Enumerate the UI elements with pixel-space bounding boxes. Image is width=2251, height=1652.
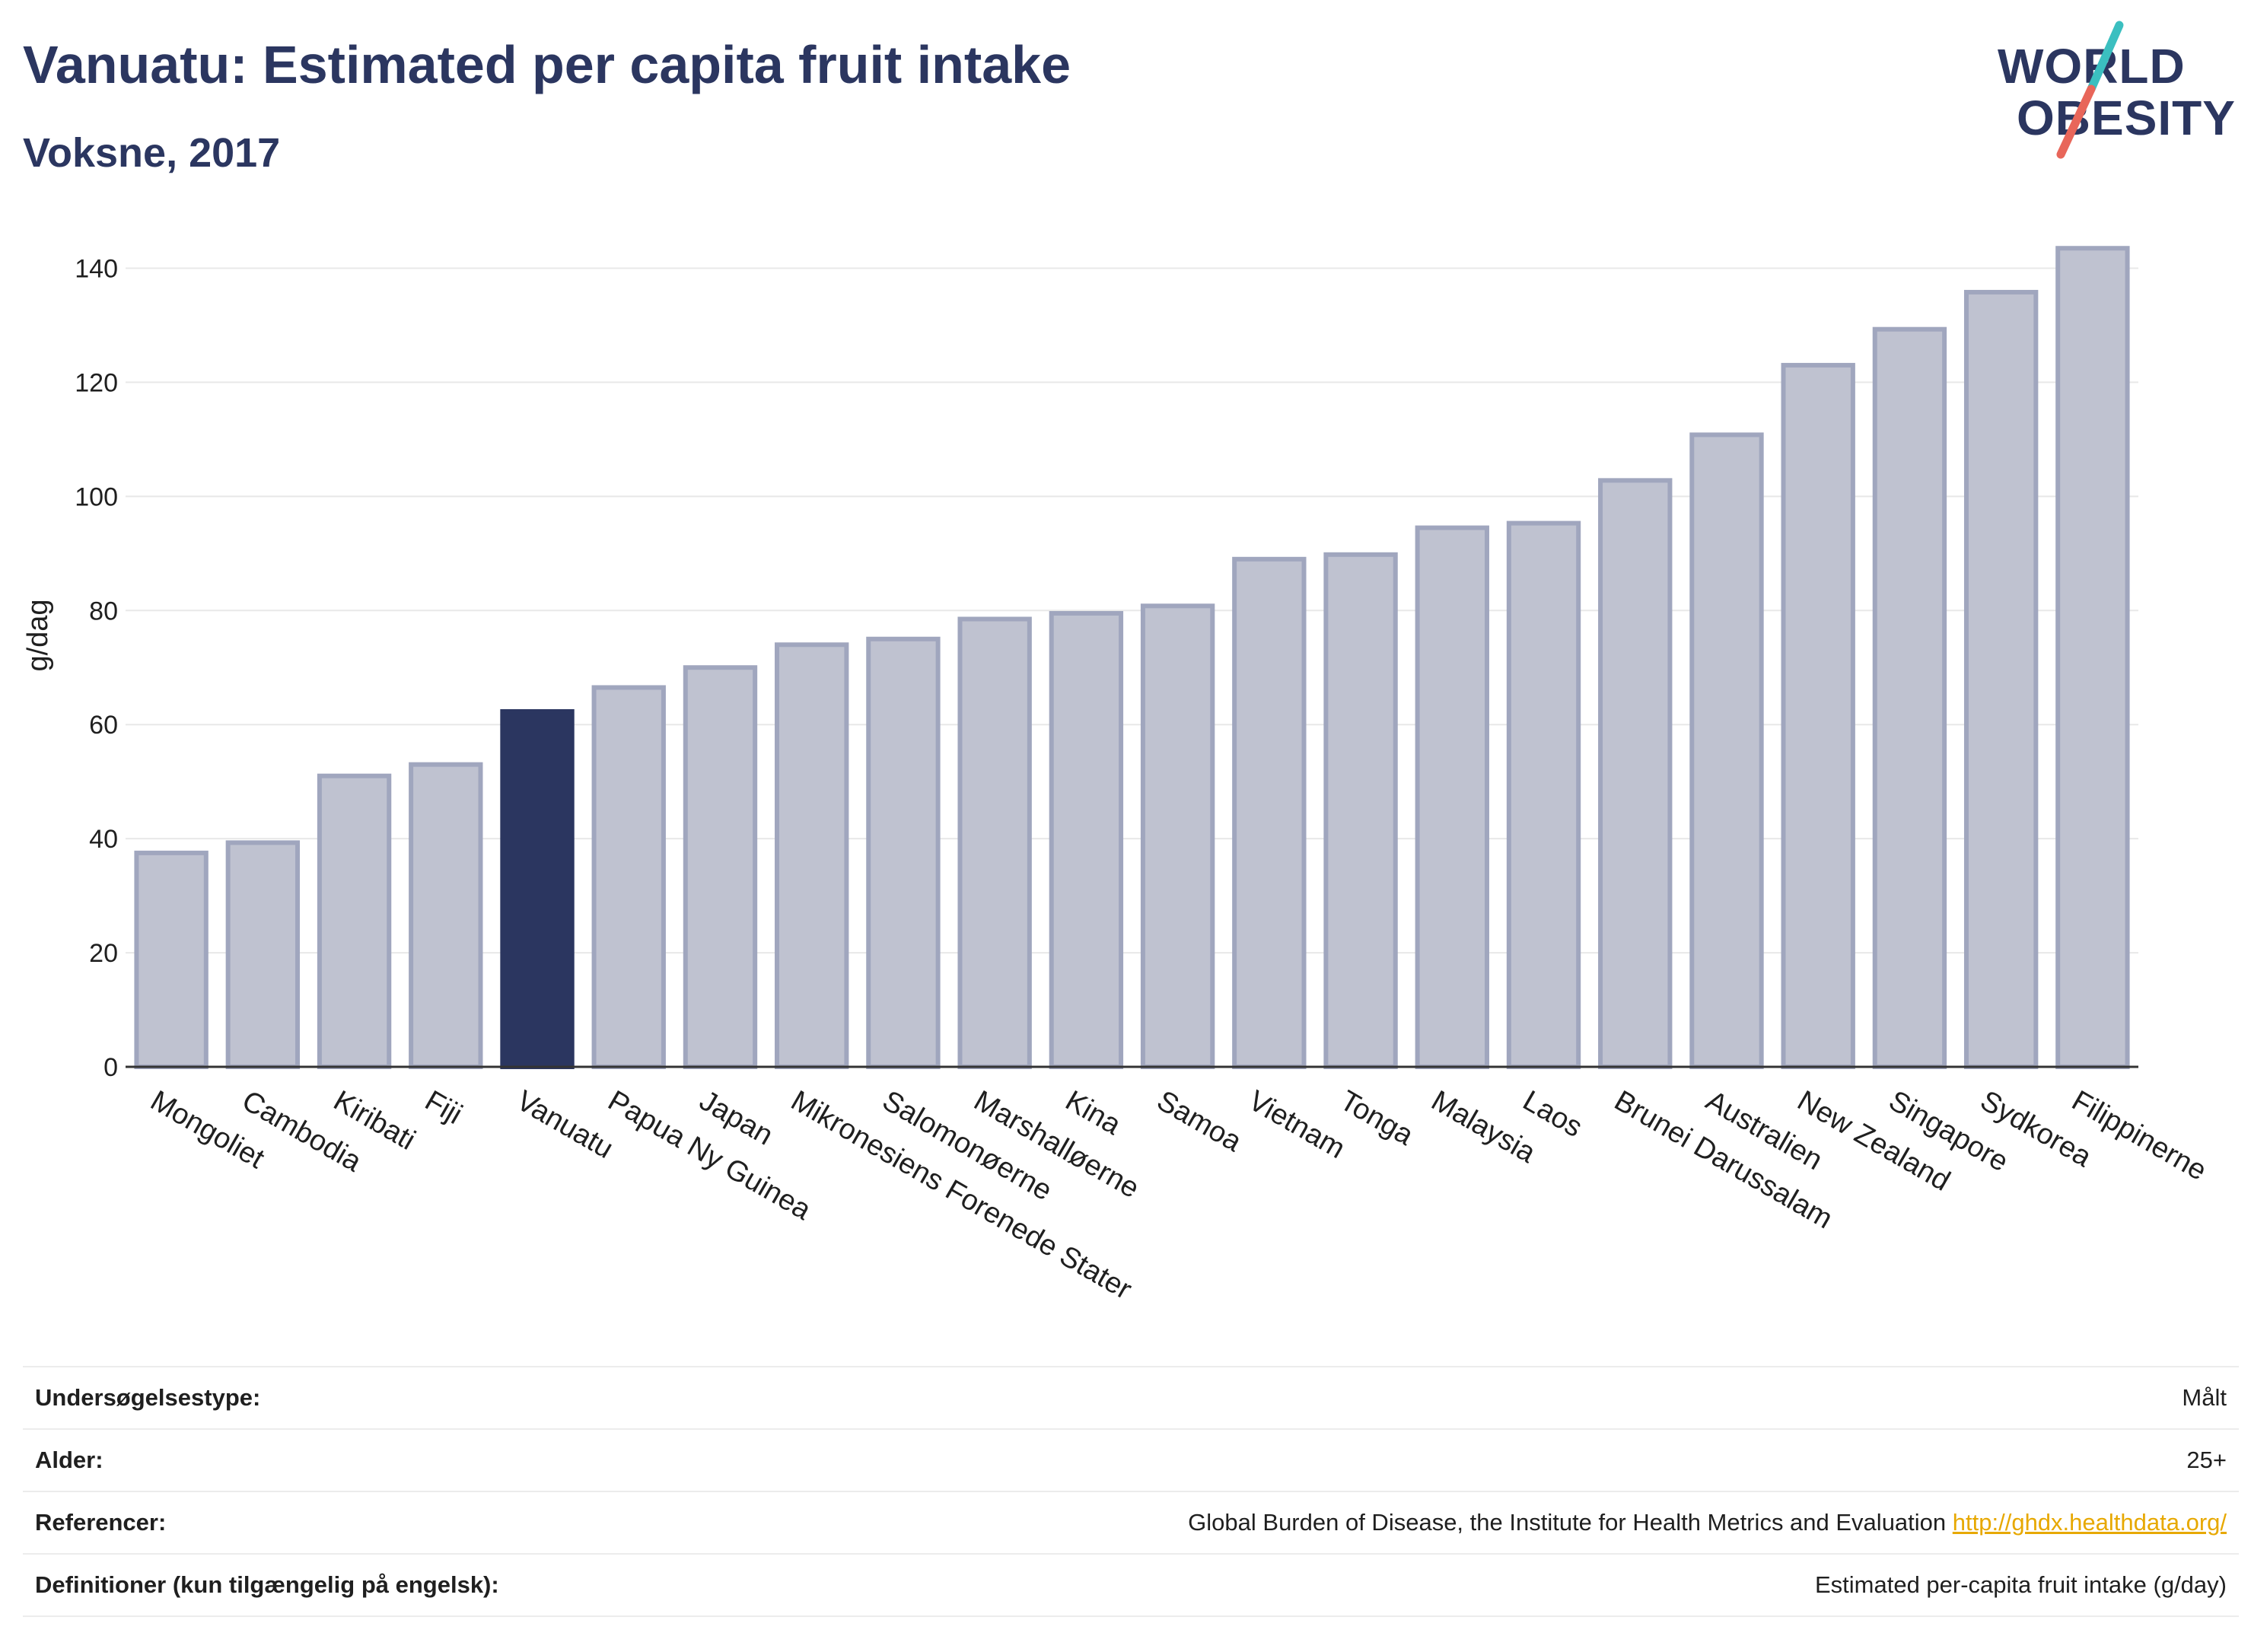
info-row-survey-type: Undersøgelsestype: Målt bbox=[23, 1367, 2239, 1430]
bar-filippinerne bbox=[2055, 246, 2130, 1070]
x-tick-label: Kina bbox=[1060, 1084, 1127, 1141]
bar-sydkorea bbox=[1963, 289, 2039, 1069]
y-tick-label: 140 bbox=[75, 254, 118, 283]
bar-cambodia bbox=[225, 840, 301, 1069]
bar-kiribati bbox=[317, 773, 392, 1069]
bar-kina bbox=[1049, 611, 1124, 1069]
info-label: Referencer: bbox=[35, 1509, 167, 1536]
reference-link[interactable]: http://ghdx.healthdata.org/ bbox=[1952, 1509, 2227, 1536]
info-row-definitions: Definitioner (kun tilgængelig på engelsk… bbox=[23, 1555, 2239, 1617]
info-value: 25+ bbox=[2186, 1447, 2227, 1473]
chart-subtitle: Voksne, 2017 bbox=[23, 130, 281, 176]
bar-papua-ny-guinea bbox=[591, 685, 666, 1069]
bar-vanuatu bbox=[500, 708, 575, 1069]
y-axis-ticks: 0 20 40 60 80 100 120 140 bbox=[75, 254, 118, 1082]
bar-brunei-darussalam bbox=[1598, 478, 1673, 1069]
logo-slash-icon bbox=[2056, 21, 2124, 159]
chart-title: Vanuatu: Estimated per capita fruit inta… bbox=[23, 35, 1071, 94]
info-value: Estimated per-capita fruit intake (g/day… bbox=[1814, 1571, 2227, 1598]
x-tick-label: Samoa bbox=[1151, 1084, 1247, 1158]
info-table: Undersøgelsestype: Målt Alder: 25+ Refer… bbox=[23, 1366, 2239, 1617]
info-label: Undersøgelsestype: bbox=[35, 1384, 261, 1411]
bar-mongoliet bbox=[134, 850, 209, 1069]
info-value-references: Global Burden of Disease, the Institute … bbox=[1188, 1509, 2227, 1536]
bar-samoa bbox=[1140, 603, 1215, 1069]
bar-marshalløerne bbox=[957, 616, 1032, 1069]
info-row-references: Referencer: Global Burden of Disease, th… bbox=[23, 1492, 2239, 1555]
bar-salomonøerne bbox=[866, 636, 941, 1069]
info-row-age: Alder: 25+ bbox=[23, 1430, 2239, 1492]
y-tick-label: 80 bbox=[89, 597, 118, 625]
logo-line2: OBESITY bbox=[2017, 91, 2236, 145]
info-value: Målt bbox=[2182, 1384, 2227, 1411]
bar-vietnam bbox=[1232, 556, 1307, 1069]
info-label: Definitioner (kun tilgængelig på engelsk… bbox=[35, 1571, 499, 1598]
bar-japan bbox=[683, 665, 758, 1069]
y-tick-label: 120 bbox=[75, 368, 118, 397]
bar-mikronesiens-forenede-stater bbox=[775, 642, 849, 1069]
bar-australien bbox=[1689, 432, 1764, 1069]
x-tick-label: New Zealand bbox=[1792, 1084, 1956, 1197]
reference-text: Global Burden of Disease, the Institute … bbox=[1188, 1509, 1947, 1536]
y-tick-label: 40 bbox=[89, 825, 118, 854]
bar-laos bbox=[1506, 520, 1581, 1069]
bar-fiji bbox=[409, 762, 483, 1070]
y-tick-label: 100 bbox=[75, 482, 118, 511]
y-axis-label: g/dag bbox=[22, 599, 54, 671]
y-tick-label: 20 bbox=[89, 939, 118, 968]
y-tick-label: 60 bbox=[89, 711, 118, 740]
x-tick-label: Malaysia bbox=[1426, 1084, 1542, 1170]
x-tick-label: Vanuatu bbox=[511, 1084, 619, 1165]
bar-singapore bbox=[1872, 326, 1947, 1069]
x-tick-label: Filippinerne bbox=[2066, 1084, 2211, 1187]
x-tick-label: Fiji bbox=[419, 1084, 467, 1131]
bar-tonga bbox=[1323, 552, 1398, 1069]
bar-malaysia bbox=[1415, 525, 1489, 1069]
y-tick-label: 0 bbox=[103, 1053, 118, 1082]
bar-new-zealand bbox=[1781, 362, 1855, 1069]
world-obesity-logo: WORLD OBESITY bbox=[1986, 19, 2245, 164]
x-tick-label: Vietnam bbox=[1243, 1084, 1350, 1165]
bars bbox=[134, 246, 2130, 1070]
info-label: Alder: bbox=[35, 1447, 103, 1473]
